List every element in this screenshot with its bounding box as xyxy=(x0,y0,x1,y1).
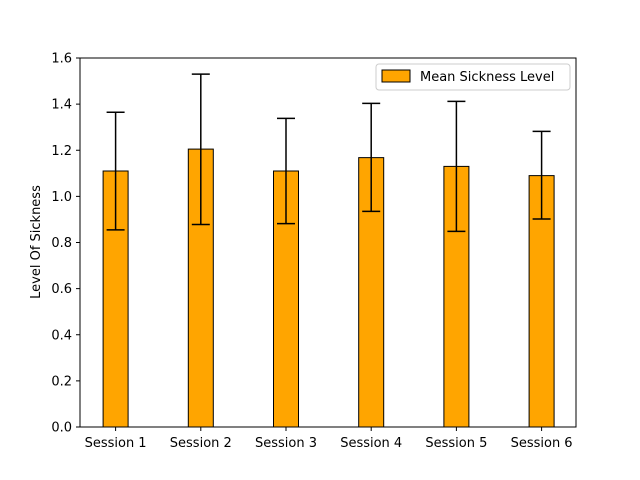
error-bars-group xyxy=(106,73,551,233)
y-tick-label: 1.6 xyxy=(51,52,72,67)
legend: Mean Sickness Level xyxy=(375,63,571,91)
x-tick-label: Session 1 xyxy=(85,436,147,451)
legend-swatch xyxy=(381,69,411,83)
y-tick-label: 1.0 xyxy=(51,190,72,205)
y-tick-label: 0.6 xyxy=(51,282,72,297)
y-tick-label: 1.4 xyxy=(51,98,72,113)
x-tick-label: Session 4 xyxy=(340,436,402,451)
x-tick-label: Session 3 xyxy=(255,436,317,451)
x-tick-label: Session 6 xyxy=(511,436,573,451)
y-tick-label: 0.4 xyxy=(51,328,72,343)
y-axis-label: Level Of Sickness xyxy=(29,185,44,299)
legend-label-mean-sickness-level: Mean Sickness Level xyxy=(420,70,554,85)
bars-group xyxy=(102,148,555,428)
x-tick-label: Session 5 xyxy=(425,436,487,451)
legend-box xyxy=(375,63,571,91)
x-tick-label: Session 2 xyxy=(170,436,232,451)
y-tick-label: 0.0 xyxy=(51,421,72,436)
y-tick-label: 0.2 xyxy=(51,374,72,389)
y-tick-label: 1.2 xyxy=(51,144,72,159)
y-ticks-group: 0.0 0.2 0.4 0.6 0.8 1.0 1.2 1.4 1.6 xyxy=(51,52,80,436)
y-tick-label: 0.8 xyxy=(51,236,72,251)
x-ticks-group: Session 1 Session 2 Session 3 Session 4 Sess… xyxy=(85,427,573,451)
